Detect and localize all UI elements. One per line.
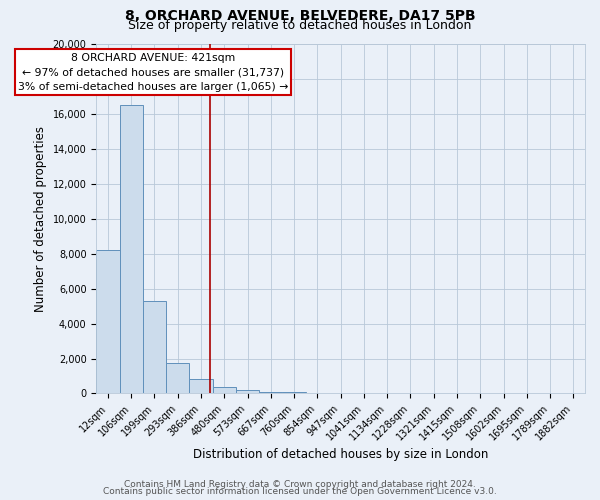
Text: 8, ORCHARD AVENUE, BELVEDERE, DA17 5PB: 8, ORCHARD AVENUE, BELVEDERE, DA17 5PB xyxy=(125,9,475,23)
Text: Contains public sector information licensed under the Open Government Licence v3: Contains public sector information licen… xyxy=(103,487,497,496)
Bar xyxy=(259,392,283,394)
Bar xyxy=(212,388,236,394)
Bar xyxy=(190,380,212,394)
Bar xyxy=(283,392,306,394)
Bar xyxy=(236,390,259,394)
Bar xyxy=(119,105,143,394)
Bar xyxy=(166,363,190,394)
X-axis label: Distribution of detached houses by size in London: Distribution of detached houses by size … xyxy=(193,448,488,461)
Text: Contains HM Land Registry data © Crown copyright and database right 2024.: Contains HM Land Registry data © Crown c… xyxy=(124,480,476,489)
Text: 8 ORCHARD AVENUE: 421sqm
← 97% of detached houses are smaller (31,737)
3% of sem: 8 ORCHARD AVENUE: 421sqm ← 97% of detach… xyxy=(18,52,288,92)
Bar xyxy=(143,301,166,394)
Y-axis label: Number of detached properties: Number of detached properties xyxy=(34,126,47,312)
Bar xyxy=(96,250,119,394)
Text: Size of property relative to detached houses in London: Size of property relative to detached ho… xyxy=(128,19,472,32)
